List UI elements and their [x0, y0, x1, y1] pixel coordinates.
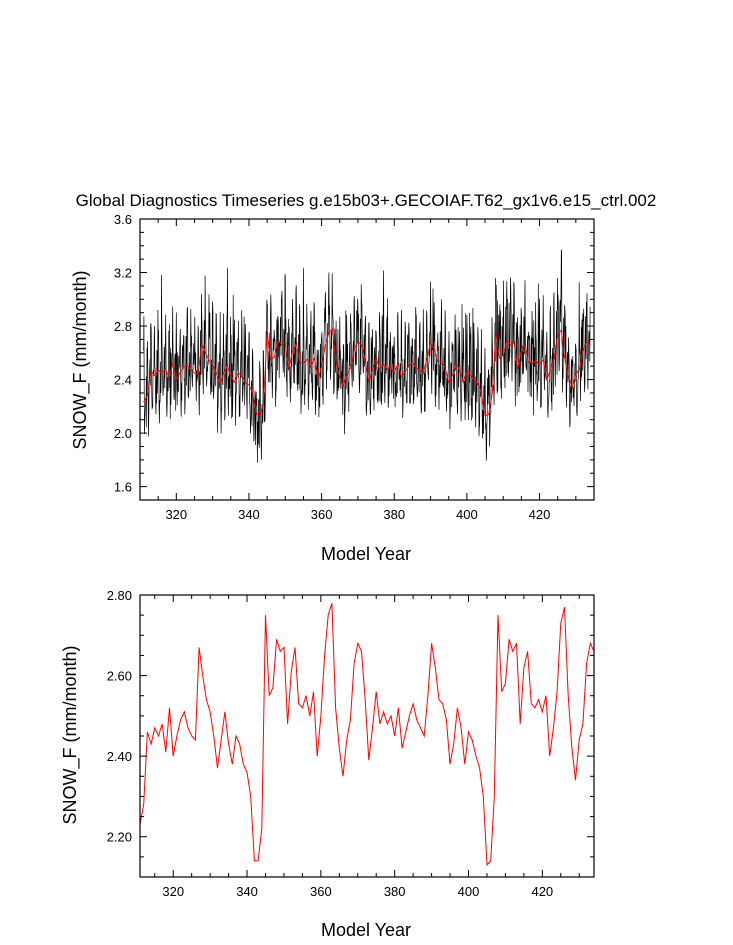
chart2-annual-mean-series [139, 602, 595, 867]
chart2-xtick-label: 320 [162, 884, 184, 899]
chart1-plot-frame [139, 218, 595, 501]
chart2-xtick-label: 420 [531, 884, 553, 899]
chart1-xtick-label: 360 [311, 507, 333, 522]
chart1-ytick-label: 1.6 [114, 480, 132, 495]
chart2-ytick-label: 2.60 [107, 669, 132, 684]
chart1-xtick-label: 340 [238, 507, 260, 522]
chart2-xtick-label: 360 [310, 884, 332, 899]
chart1-monthly-line [143, 249, 591, 463]
chart2-xlabel: Model Year [321, 920, 411, 940]
chart1-xtick-label: 320 [165, 507, 187, 522]
chart1-ytick-label: 3.6 [114, 212, 132, 227]
chart1-xtick-label: 420 [529, 507, 551, 522]
chart1-monthly-series [143, 249, 591, 463]
chart1-title: Global Diagnostics Timeseries g.e15b03+.… [76, 191, 657, 210]
chart1-xtick-label: 400 [456, 507, 478, 522]
chart2-ylabel: SNOW_F (mm/month) [60, 645, 81, 824]
chart2-xtick-label: 340 [236, 884, 258, 899]
chart2-ytick-label: 2.40 [107, 749, 132, 764]
chart1-ylabel: SNOW_F (mm/month) [70, 270, 91, 449]
chart1-ytick-label: 2.8 [114, 319, 132, 334]
chart2-ytick-label: 2.80 [107, 588, 132, 603]
chart1-annual-mean-line [143, 327, 591, 417]
chart2-xtick-label: 400 [458, 884, 480, 899]
chart1-ytick-label: 3.2 [114, 266, 132, 281]
chart2-ytick-label: 2.20 [107, 830, 132, 845]
chart1-xlabel: Model Year [321, 544, 411, 564]
chart1-annual-mean-series [143, 327, 591, 417]
chart2-xtick-label: 380 [384, 884, 406, 899]
chart2-annual-mean-line [139, 602, 595, 867]
chart1-ytick-label: 2.4 [114, 373, 132, 388]
chart1-xtick-label: 380 [383, 507, 405, 522]
chart1-ytick-label: 2.0 [114, 426, 132, 441]
